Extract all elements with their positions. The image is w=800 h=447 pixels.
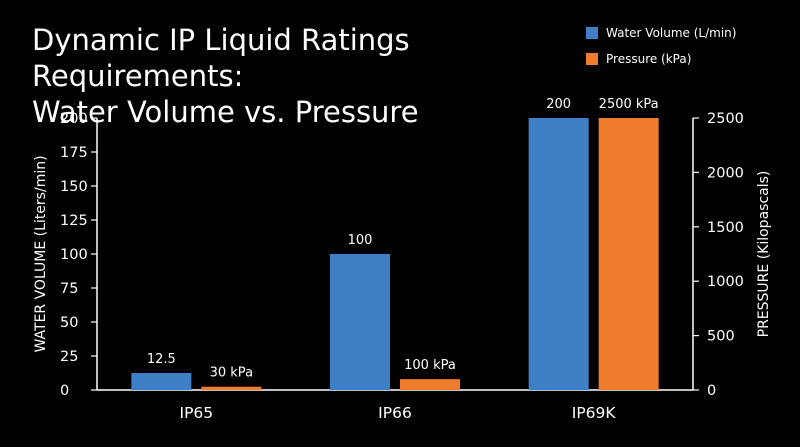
y-tick-label-right: 2500 [707, 111, 744, 127]
data-label-pressure: 2500 kPa [599, 97, 659, 112]
legend-swatch-pressure [586, 53, 598, 65]
legend-swatch-water [586, 27, 598, 39]
legend-item-pressure: Pressure (kPa) [586, 48, 736, 70]
data-label-pressure: 30 kPa [210, 366, 253, 381]
bar-water-volume [131, 373, 192, 390]
y-tick-label-left: 125 [60, 213, 88, 229]
y-tick-label-right: 500 [707, 329, 735, 345]
chart-title: Dynamic IP Liquid Ratings Requirements: … [32, 22, 592, 130]
legend: Water Volume (L/min) Pressure (kPa) [586, 22, 736, 74]
y-tick-label-right: 1500 [707, 220, 744, 236]
data-label-pressure: 100 kPa [404, 358, 456, 373]
legend-label-water: Water Volume (L/min) [606, 26, 737, 40]
y-tick-label-left: 75 [60, 281, 78, 297]
y-tick-label-right: 1000 [707, 274, 744, 290]
y-tick-label-left: 0 [60, 383, 69, 399]
legend-label-pressure: Pressure (kPa) [606, 52, 692, 66]
bar-pressure [201, 386, 262, 390]
y-tick-label-left: 175 [60, 145, 88, 161]
bar-water-volume [528, 118, 589, 390]
data-label-water-volume: 100 [348, 233, 373, 248]
y-tick-label-left: 200 [60, 111, 88, 127]
legend-item-water: Water Volume (L/min) [586, 22, 736, 44]
x-tick-label: IP66 [378, 404, 412, 422]
x-tick-label: IP69K [572, 404, 617, 422]
data-label-water-volume: 200 [546, 97, 571, 112]
bar-pressure [598, 118, 659, 390]
y-tick-label-left: 150 [60, 179, 88, 195]
bar-pressure [400, 379, 460, 390]
y-axis-title-left: WATER VOLUME (Liters/min) [33, 155, 49, 352]
chart-title-line-1: Dynamic IP Liquid Ratings Requirements: [32, 23, 410, 93]
y-tick-label-left: 100 [60, 247, 88, 263]
data-label-water-volume: 12.5 [147, 352, 176, 367]
y-axis-title-right: PRESSURE (Kilopascals) [756, 171, 772, 338]
x-tick-label: IP65 [180, 404, 214, 422]
y-tick-label-left: 25 [60, 349, 78, 365]
y-tick-label-right: 0 [707, 383, 716, 399]
y-tick-label-left: 50 [60, 315, 78, 331]
y-tick-label-right: 2000 [707, 165, 744, 181]
bar-water-volume [330, 254, 390, 390]
